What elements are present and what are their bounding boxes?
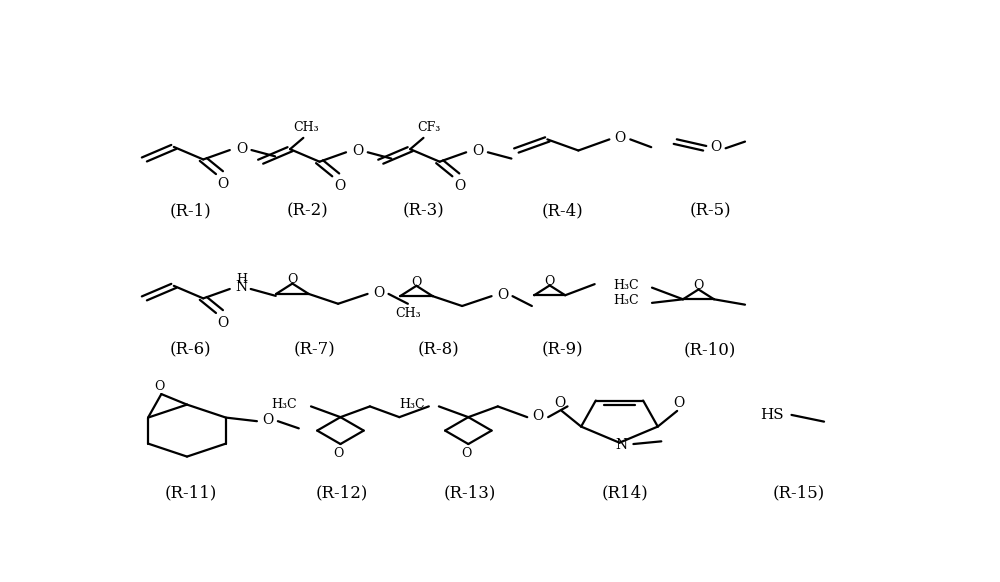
Text: HS: HS — [760, 408, 784, 422]
Text: O: O — [555, 396, 566, 410]
Text: (R-6): (R-6) — [170, 342, 212, 359]
Text: O: O — [262, 413, 273, 427]
Text: CF₃: CF₃ — [417, 121, 441, 134]
Text: (R-8): (R-8) — [418, 342, 460, 359]
Text: O: O — [497, 288, 508, 302]
Text: (R14): (R14) — [602, 485, 648, 502]
Text: (R-10): (R-10) — [684, 342, 736, 359]
Text: O: O — [472, 144, 483, 158]
Text: CH₃: CH₃ — [294, 121, 319, 134]
Text: O: O — [373, 286, 384, 300]
Text: O: O — [218, 316, 229, 330]
Text: O: O — [710, 140, 721, 154]
Text: N: N — [235, 280, 247, 294]
Text: H₃C: H₃C — [614, 279, 639, 292]
Text: CH₃: CH₃ — [395, 307, 421, 320]
Text: (R-5): (R-5) — [689, 203, 731, 219]
Text: O: O — [236, 141, 247, 156]
Text: O: O — [334, 448, 344, 460]
Text: (R-11): (R-11) — [165, 485, 217, 502]
Text: O: O — [454, 179, 465, 193]
Text: H₃C: H₃C — [399, 398, 425, 411]
Text: O: O — [545, 275, 555, 288]
Text: O: O — [615, 131, 626, 145]
Text: O: O — [218, 177, 229, 191]
Text: (R-1): (R-1) — [170, 203, 212, 219]
Text: (R-15): (R-15) — [773, 485, 825, 502]
Text: O: O — [673, 396, 684, 410]
Text: (R-13): (R-13) — [444, 485, 496, 502]
Text: (R-7): (R-7) — [294, 342, 336, 359]
Text: N: N — [615, 438, 627, 452]
Text: O: O — [462, 448, 472, 460]
Text: O: O — [287, 274, 298, 286]
Text: O: O — [334, 179, 345, 193]
Text: H₃C: H₃C — [271, 398, 297, 411]
Text: O: O — [532, 409, 544, 423]
Text: (R-12): (R-12) — [316, 485, 368, 502]
Text: (R-4): (R-4) — [542, 203, 584, 219]
Text: H₃C: H₃C — [614, 294, 639, 307]
Text: H: H — [236, 272, 247, 286]
Text: (R-2): (R-2) — [286, 203, 328, 219]
Text: O: O — [352, 144, 363, 158]
Text: (R-9): (R-9) — [542, 342, 584, 359]
Text: O: O — [411, 276, 422, 289]
Text: O: O — [693, 279, 704, 292]
Text: O: O — [155, 379, 165, 392]
Text: (R-3): (R-3) — [402, 203, 444, 219]
